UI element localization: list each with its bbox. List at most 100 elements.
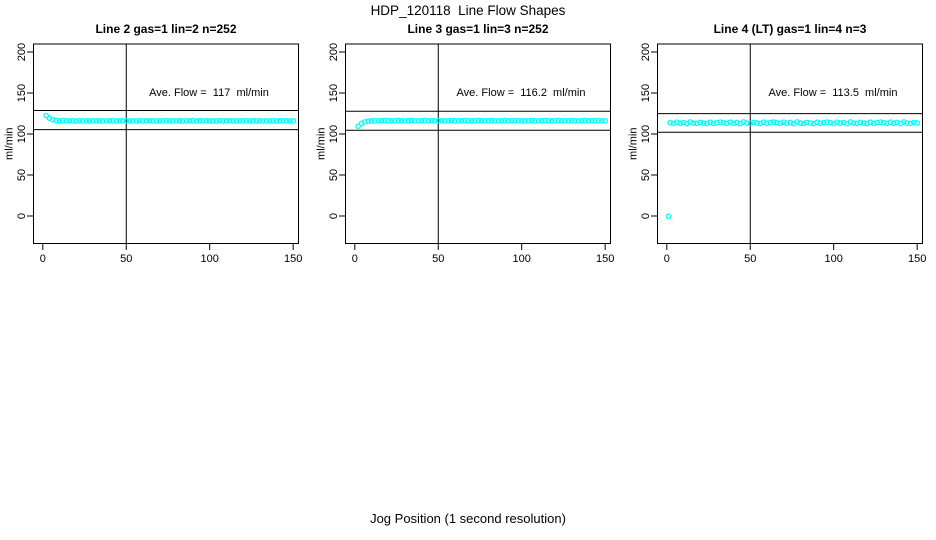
data-point [220, 118, 226, 124]
y-axis-title: ml/min [4, 128, 16, 160]
data-point [103, 117, 110, 124]
data-point [532, 118, 538, 124]
data-point [223, 118, 230, 124]
data-point [371, 117, 378, 124]
data-point [355, 123, 361, 130]
data-point [76, 117, 83, 124]
ave-flow-annotation: Ave. Flow = 116.2 ml/min [457, 87, 586, 99]
y-tick-label: 0 [16, 213, 28, 219]
data-point [518, 117, 525, 124]
data-point [780, 119, 787, 126]
data-point [485, 118, 492, 124]
data-point [857, 119, 864, 126]
data-point [667, 119, 673, 126]
data-point [90, 118, 96, 124]
data-point [807, 120, 814, 126]
data-point [578, 117, 585, 124]
x-tick-label: 100 [825, 253, 843, 265]
data-point [665, 213, 672, 220]
data-point [276, 118, 283, 124]
data-point [143, 118, 150, 124]
data-point [388, 118, 395, 124]
data-point [555, 117, 562, 124]
data-point [562, 117, 568, 124]
y-tick-label: 0 [640, 213, 652, 219]
data-point [381, 117, 388, 124]
data-point [183, 117, 190, 124]
data-point [398, 118, 405, 124]
data-point [572, 117, 578, 124]
data-point [860, 120, 867, 126]
data-point [49, 116, 56, 123]
ave-flow-annotation: Ave. Flow = 117 ml/min [149, 87, 269, 99]
data-point [747, 120, 754, 127]
data-point [133, 118, 140, 124]
y-axis-title: ml/min [316, 128, 328, 160]
page-title: HDP_120118 Line Flow Shapes [370, 3, 566, 18]
data-point [146, 117, 153, 124]
data-point [435, 117, 442, 124]
data-point [405, 118, 412, 124]
data-point [96, 118, 103, 124]
data-point [602, 118, 608, 124]
data-point [458, 118, 465, 124]
data-point [385, 117, 392, 124]
data-point [710, 120, 717, 127]
data-point [472, 117, 478, 124]
data-point [764, 120, 770, 127]
data-point [740, 119, 747, 125]
data-point [365, 118, 372, 125]
data-point [538, 118, 545, 124]
y-tick-label: 100 [328, 125, 340, 143]
data-point [900, 119, 907, 125]
data-point [43, 112, 49, 119]
data-point [687, 119, 694, 125]
data-point [535, 117, 542, 124]
data-point [180, 118, 186, 124]
x-tick-label: 50 [120, 253, 132, 265]
data-point [110, 117, 116, 124]
data-point [230, 118, 236, 124]
data-point [56, 117, 63, 124]
data-point [126, 118, 133, 124]
data-point [462, 117, 468, 124]
data-point [505, 118, 512, 124]
data-point [130, 117, 136, 124]
data-point [63, 117, 70, 124]
data-point [163, 117, 170, 124]
data-point [455, 117, 462, 124]
y-axis-title: ml/min [628, 128, 640, 160]
y-tick-label: 100 [640, 125, 652, 143]
data-point [100, 118, 106, 124]
data-point [720, 119, 727, 126]
data-points [43, 112, 296, 124]
data-point [378, 118, 385, 124]
data-point [432, 118, 438, 124]
data-point [847, 119, 854, 125]
y-tick-label: 100 [16, 125, 28, 143]
data-point [680, 119, 687, 126]
data-point [166, 118, 173, 124]
data-point [894, 119, 900, 126]
data-point [515, 117, 522, 124]
ave-flow-annotation: Ave. Flow = 113.5 ml/min [769, 87, 898, 99]
data-point [770, 119, 777, 125]
x-axis: 0 50 100 150 [40, 243, 302, 265]
data-point [774, 119, 780, 126]
data-point [834, 119, 840, 126]
y-tick-label: 50 [16, 169, 28, 181]
data-point [210, 117, 216, 124]
data-point [156, 117, 163, 124]
y-axis: 0 50 100 150 200 ml/min [4, 43, 34, 219]
data-point [488, 117, 495, 124]
data-point [784, 120, 790, 127]
y-tick-label: 200 [640, 43, 652, 61]
data-point [595, 117, 602, 124]
data-point [465, 117, 472, 124]
data-point [482, 117, 488, 124]
data-point [827, 119, 834, 126]
data-point [854, 120, 860, 127]
y-tick-label: 50 [640, 169, 652, 181]
data-point [253, 117, 260, 124]
